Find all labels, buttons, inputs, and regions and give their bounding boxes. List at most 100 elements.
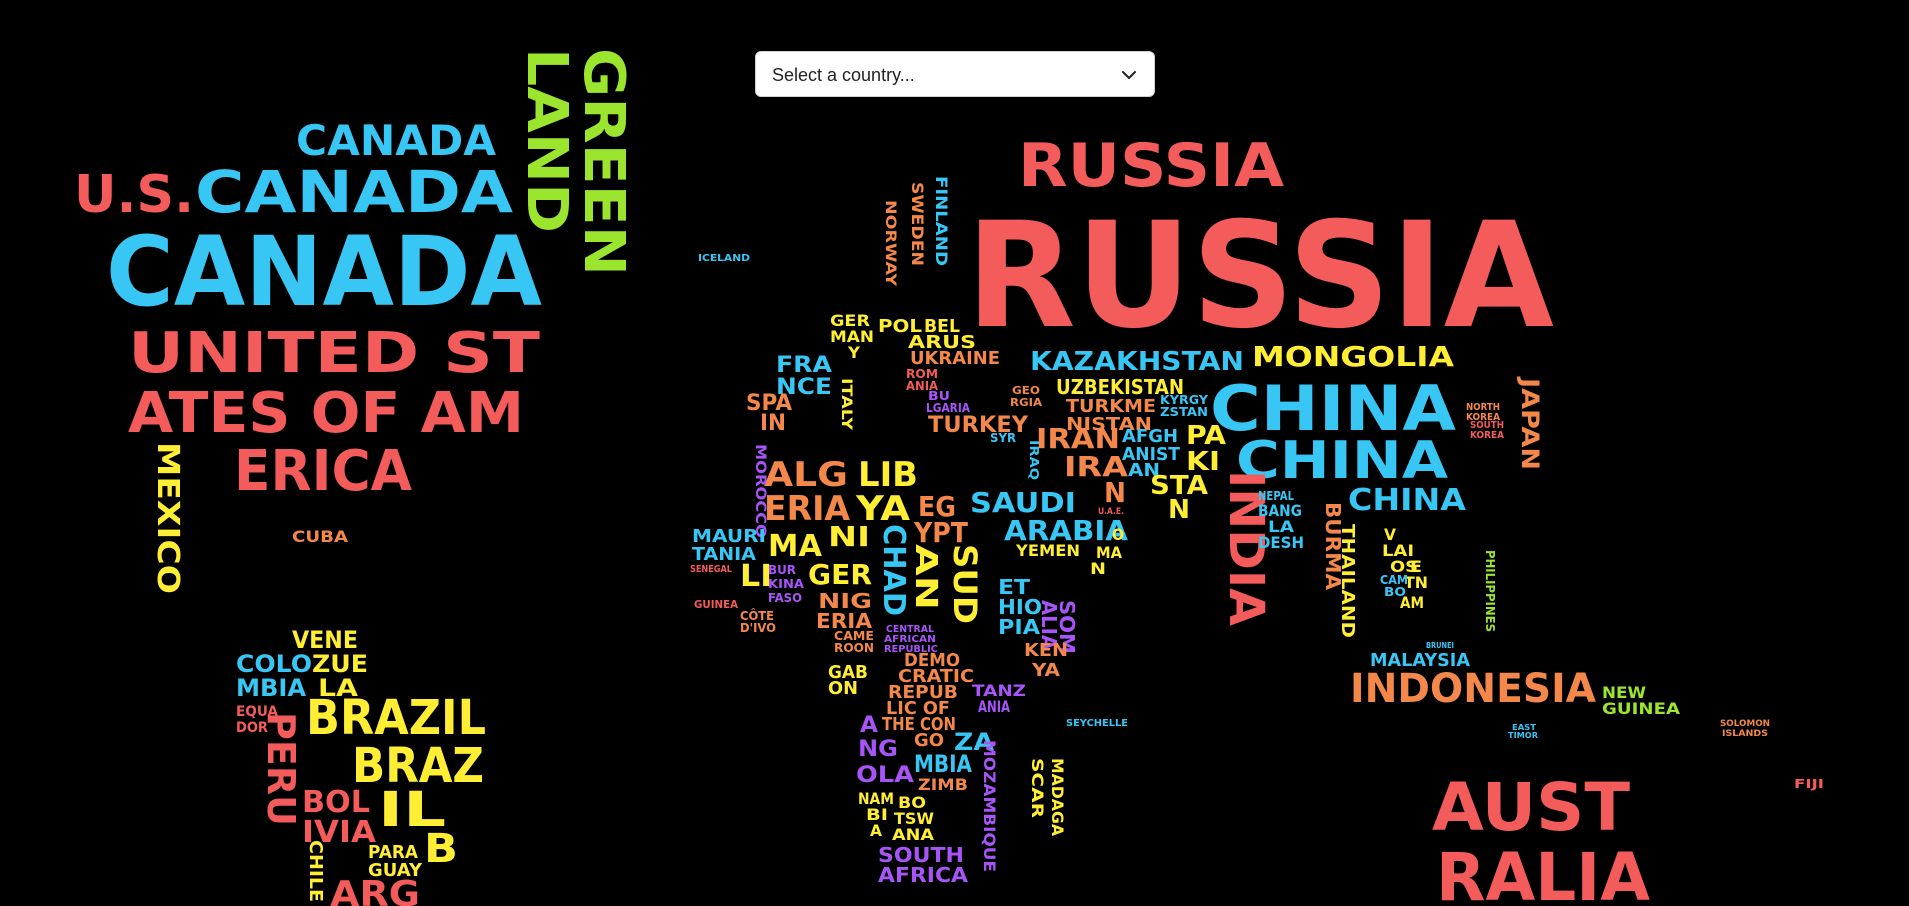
country-label-somalia-1: SOM: [1055, 600, 1079, 654]
country-label-yemen: YEMEN: [1015, 541, 1080, 560]
country-label-iran-1: IRAN: [1036, 422, 1120, 455]
country-label-oman-3: N: [1090, 559, 1106, 578]
country-label-venezuela-1: VENE: [292, 626, 358, 654]
country-label-south-korea-2: KOREA: [1470, 430, 1504, 441]
country-label-canada-1: CANADA: [296, 116, 496, 165]
country-label-tanzania-2: ANIA: [978, 697, 1010, 716]
country-label-finland: FINLAND: [932, 176, 951, 266]
country-label-drc-6: GO: [914, 730, 944, 751]
country-label-bolivia-1: BOL: [302, 785, 370, 820]
country-label-china-2: CHINA: [1236, 431, 1448, 491]
country-label-fiji: FIJI: [1794, 777, 1824, 791]
country-label-sudan-2: AN: [908, 544, 943, 610]
country-label-france-2: NCE: [776, 375, 832, 400]
country-label-brazil-1: BRAZIL: [306, 690, 486, 746]
country-label-philippines: PHILIPPINES: [1483, 550, 1497, 632]
country-label-canada-2: CANADA: [195, 158, 513, 226]
country-label-egypt-2: YPT: [913, 516, 968, 549]
country-label-india: INDIA: [1218, 470, 1274, 626]
country-label-usa-1: UNITED ST: [128, 321, 540, 386]
country-label-afghanistan-3: AN: [1128, 460, 1160, 481]
country-label-angola-2: NG: [858, 737, 898, 762]
country-label-burkina-3: FASO: [768, 591, 802, 605]
country-label-bolivia-2: IVIA: [302, 815, 377, 850]
country-label-burkina-2: KINA: [768, 577, 805, 591]
country-label-russia-1: RUSSIA: [1018, 131, 1285, 201]
country-label-georgia-1: GEO: [1012, 384, 1040, 397]
country-label-morocco: MOROCCO: [752, 444, 768, 538]
country-label-pakistan-3: STA: [1150, 471, 1208, 501]
country-label-mali-1: MA: [768, 529, 823, 564]
country-label-turkmenistan-1: TURKME: [1066, 396, 1156, 417]
country-label-drc-3: REPUB: [888, 682, 958, 703]
country-label-south-africa-2: AFRICA: [878, 863, 969, 887]
country-label-ecuador-2: DOR: [236, 720, 268, 736]
country-label-ethiopia-2: HIO: [998, 595, 1042, 619]
country-label-new-guinea-1: NEW: [1602, 683, 1646, 702]
country-label-tanzania-1: TANZ: [972, 681, 1026, 700]
country-label-north-korea-2: KOREA: [1466, 412, 1500, 423]
country-label-zambia-1: ZA: [954, 728, 994, 756]
country-label-egypt-1: EG: [918, 490, 956, 523]
country-label-iran-3: N: [1104, 476, 1126, 509]
country-label-north-korea-1: NORTH: [1466, 402, 1500, 413]
country-label-namibia-1: NAM: [858, 789, 894, 808]
country-label-somalia-2: ALIA: [1037, 600, 1061, 650]
country-label-georgia-2: RGIA: [1010, 396, 1043, 409]
country-label-ukraine: UKRAINE: [910, 348, 1000, 369]
country-label-nigeria-1: NIG: [818, 589, 872, 613]
country-label-niger-2: GER: [808, 558, 872, 591]
country-label-pakistan-1: PA: [1186, 421, 1226, 451]
country-label-drc-5: THE CON: [882, 714, 956, 735]
country-label-sudan-1: SUD: [946, 544, 984, 624]
country-label-syria: SYR: [990, 431, 1016, 445]
country-label-namibia-2: BI: [866, 805, 888, 824]
country-label-mali-2: LI: [740, 559, 772, 594]
country-label-east-timor-2: TIMOR: [1508, 731, 1538, 740]
country-label-bangladesh-3: DESH: [1258, 533, 1304, 552]
country-label-brazil-3: IL: [378, 782, 446, 838]
country-label-thailand: THAILAND: [1337, 524, 1358, 638]
country-label-cote-divoire-1: CÔTE: [740, 608, 774, 623]
country-label-spain-1: SPA: [746, 391, 792, 416]
country-label-venezuela-2: ZUE: [312, 650, 368, 678]
country-label-mexico: MEXICO: [150, 442, 185, 594]
country-label-usa-2: ATES OF AM: [128, 381, 524, 446]
country-label-green-land-2: LAND: [514, 48, 579, 233]
country-label-afghanistan-1: AFGH: [1122, 426, 1178, 447]
country-label-car-2: AFRICAN: [884, 634, 936, 645]
country-label-canada-3: CANADA: [106, 216, 542, 328]
country-label-solomon-1: SOLOMON: [1720, 719, 1770, 729]
country-label-china-1: CHINA: [1210, 372, 1456, 445]
country-label-romania-1: ROM: [906, 367, 938, 381]
country-label-burkina-1: BUR: [768, 563, 796, 577]
country-label-angola-1: A: [860, 713, 878, 738]
country-label-drc-1: DEMO: [904, 650, 960, 671]
country-label-saudi-1: SAUDI: [970, 486, 1076, 519]
country-label-belarus-2: ARUS: [908, 332, 976, 353]
country-label-kenya-1: KEN: [1024, 640, 1068, 661]
country-label-south-africa-1: SOUTH: [878, 843, 964, 867]
country-label-new-guinea-2: GUINEA: [1602, 699, 1681, 718]
country-label-niger-1: NI: [828, 520, 870, 553]
country-label-ethiopia-1: ET: [998, 575, 1030, 599]
country-label-vietnam-1: V: [1384, 525, 1397, 544]
country-label-brazil-2: BRAZ: [352, 738, 484, 794]
country-label-romania-2: ANIA: [906, 379, 939, 393]
country-label-germany-3: Y: [847, 343, 860, 362]
country-label-iran-2: IRA: [1064, 450, 1128, 483]
country-label-car-1: CENTRAL: [886, 624, 935, 635]
country-label-libya-1: LIB: [858, 455, 918, 495]
country-label-madagascar-2: SCAR: [1028, 758, 1047, 818]
country-label-nigeria-2: ERIA: [816, 609, 873, 633]
country-label-australia-1: AUST: [1432, 769, 1630, 846]
country-label-brunei: BRUNEI: [1426, 641, 1454, 650]
country-label-laos-1: LAI: [1382, 541, 1414, 560]
country-label-botswana-3: ANA: [892, 825, 935, 844]
country-label-b: B: [424, 826, 458, 872]
country-label-zimbabwe: ZIMB: [918, 775, 968, 794]
country-label-botswana-2: TSW: [894, 809, 934, 828]
country-select[interactable]: Select a country...: [755, 51, 1155, 97]
chevron-down-icon: [1122, 71, 1136, 79]
